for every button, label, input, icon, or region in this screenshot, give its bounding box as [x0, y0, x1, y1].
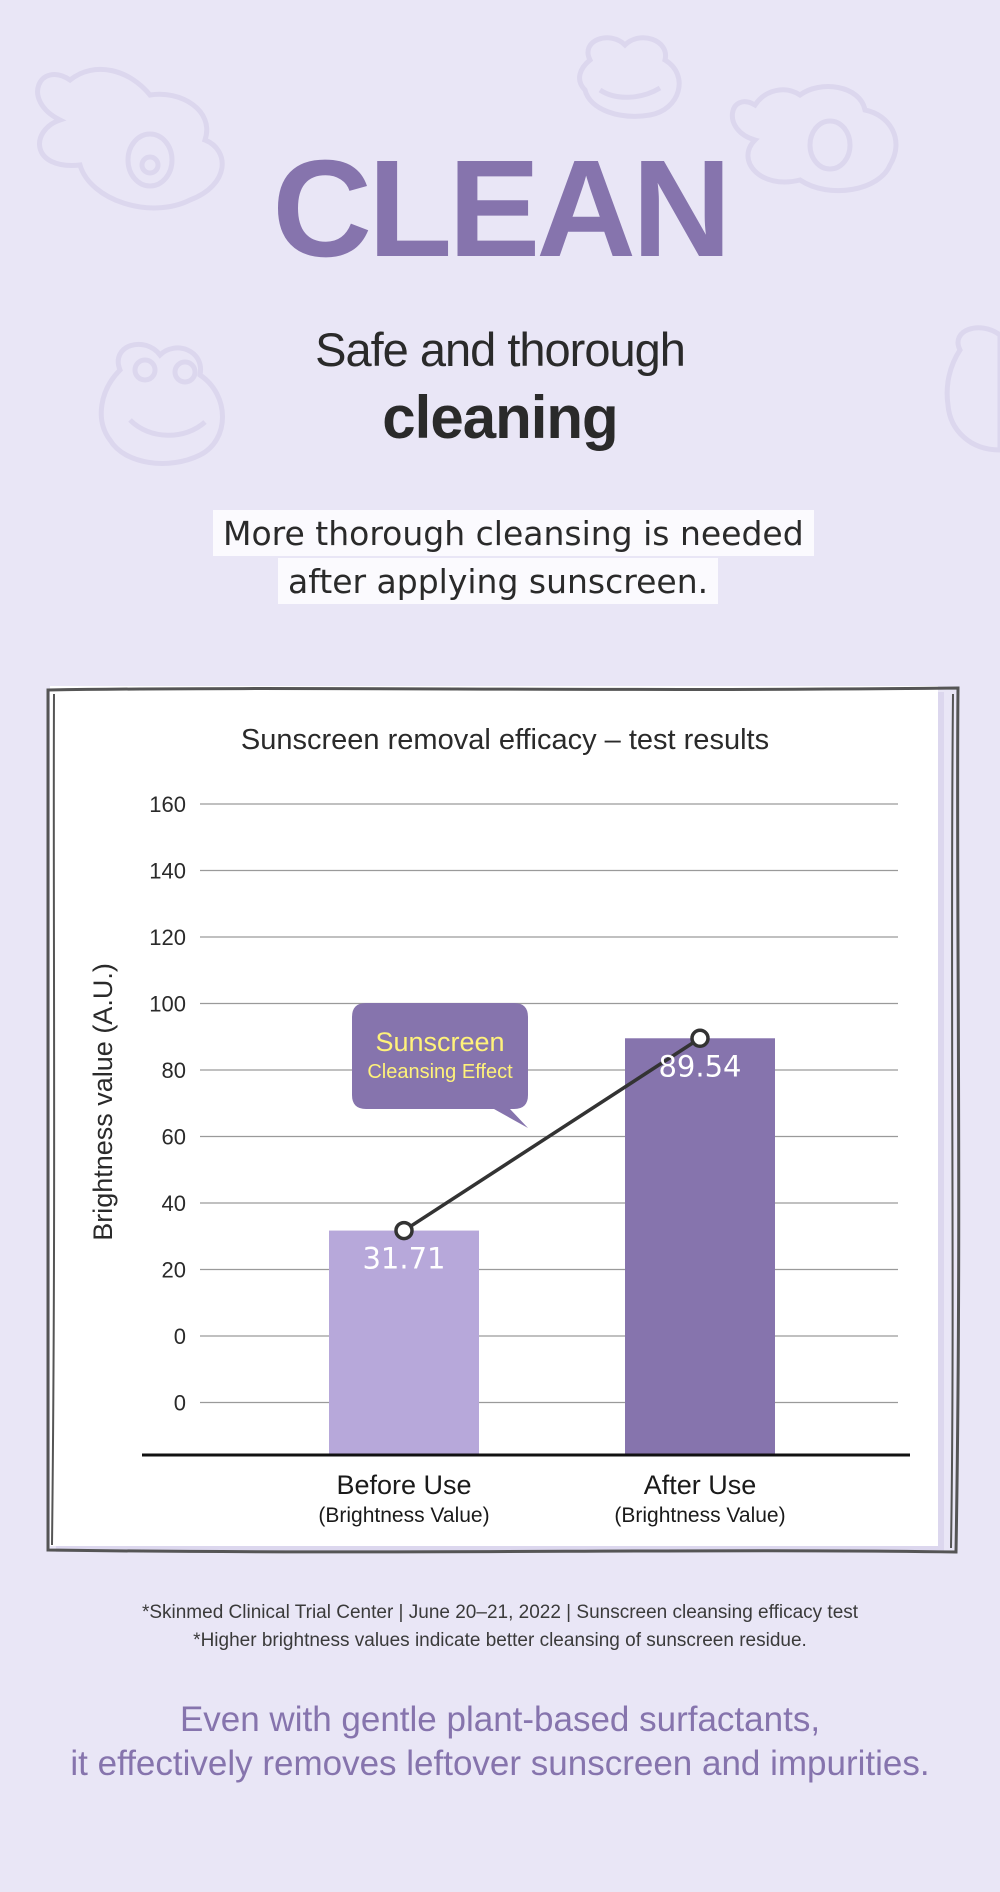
bunny-doodle-icon: [729, 84, 899, 194]
page-title: CLEAN: [272, 132, 731, 286]
callout-bubble: [352, 1003, 528, 1128]
y-tick-label: 100: [149, 992, 186, 1017]
callout-line-1: Sunscreen: [375, 1027, 504, 1057]
footnote-1: *Skinmed Clinical Trial Center | June 20…: [141, 1602, 859, 1623]
y-tick-label: 0: [174, 1391, 186, 1416]
subtitle-line-2: cleaning: [382, 384, 618, 451]
x-category-label: Before Use: [336, 1470, 471, 1500]
y-tick-label: 60: [162, 1125, 186, 1150]
x-category-sublabel: (Brightness Value): [614, 1504, 785, 1527]
y-axis-label: Brightness value (A.U.): [88, 963, 118, 1241]
closing-line-1: Even with gentle plant-based surfactants…: [179, 1700, 821, 1739]
frog-doodle-icon: [944, 325, 1000, 453]
subtitle-line-1: Safe and thorough: [315, 323, 686, 376]
bar-value-label: 31.71: [362, 1242, 445, 1276]
trend-point: [394, 1220, 414, 1241]
frog-doodle-icon: [98, 341, 225, 466]
callout-line-2: Cleansing Effect: [367, 1061, 513, 1083]
bar-after-use: [625, 1038, 775, 1455]
trend-line: [403, 1036, 701, 1233]
y-tick-label: 120: [149, 925, 186, 950]
y-tick-label: 0: [174, 1324, 186, 1349]
frog-doodle-icon: [577, 35, 682, 119]
background-doodles: [35, 35, 1000, 466]
x-category-label: After Use: [644, 1470, 757, 1500]
y-tick-label: 80: [162, 1058, 186, 1083]
y-tick-label: 160: [149, 792, 186, 817]
trend-point: [690, 1028, 710, 1049]
closing-line-2: it effectively removes leftover sunscree…: [70, 1744, 930, 1783]
highlight-line-2: after applying sunscreen.: [278, 558, 719, 604]
y-tick-label: 140: [149, 859, 186, 884]
highlight-line-1: More thorough cleansing is needed: [213, 510, 814, 556]
bar-before-use: [329, 1230, 479, 1455]
bunny-doodle-icon: [35, 66, 225, 211]
footnote-2: *Higher brightness values indicate bette…: [193, 1630, 807, 1651]
y-tick-label: 20: [162, 1258, 186, 1283]
bar-value-label: 89.54: [658, 1049, 741, 1083]
y-tick-label: 40: [162, 1191, 186, 1216]
chart-title: Sunscreen removal efficacy – test result…: [240, 724, 770, 756]
x-category-sublabel: (Brightness Value): [318, 1504, 489, 1527]
